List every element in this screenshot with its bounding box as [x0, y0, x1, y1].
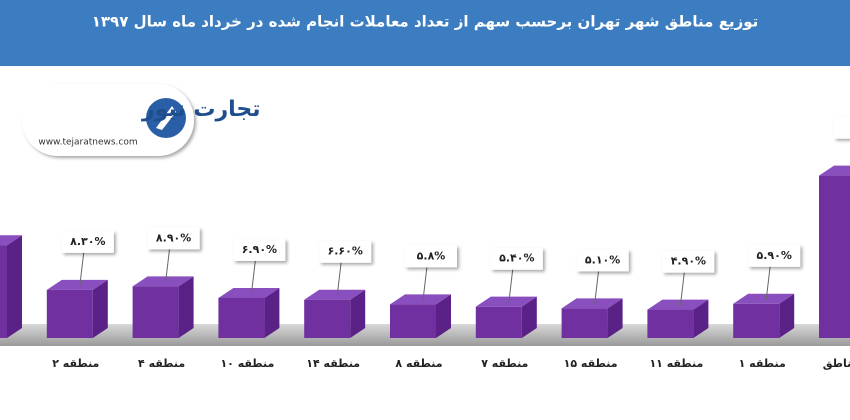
- leader-line: [508, 268, 514, 303]
- value-label-box: [233, 238, 286, 261]
- value-label-box: [61, 230, 114, 253]
- bar: [647, 309, 694, 338]
- bar-side: [693, 299, 709, 338]
- bar: [561, 308, 608, 338]
- bar-top: [647, 299, 709, 310]
- value-label: ۵.۹۰%: [757, 249, 792, 262]
- bar-side: [436, 294, 451, 338]
- logo-icon-mark: [156, 106, 176, 130]
- leader-line: [422, 266, 428, 301]
- x-tick-label: منطقه ۸: [395, 357, 442, 370]
- bar: [304, 299, 351, 338]
- bar-top: [0, 235, 22, 246]
- value-label: ۵.۸%: [417, 249, 446, 262]
- value-label: ۵.۱۰%: [585, 253, 620, 266]
- bar-top: [819, 165, 850, 176]
- leader-line: [250, 259, 256, 295]
- bar-top: [475, 296, 537, 307]
- leader-line: [594, 270, 600, 305]
- header-band: [0, 0, 850, 66]
- bar-top: [218, 287, 280, 298]
- logo: [22, 84, 194, 156]
- x-tick-label: منطقه ۱: [739, 357, 786, 370]
- bar-side: [607, 298, 623, 338]
- logo-text: تجارت نیوز: [141, 97, 261, 122]
- bar-top: [132, 276, 194, 287]
- bar-top: [390, 294, 451, 305]
- value-label-box: [490, 247, 543, 270]
- value-label-box: [662, 250, 715, 273]
- value-label: ۶.۹۰%: [242, 243, 277, 256]
- bar-side: [264, 287, 280, 338]
- value-label: ۶.۶۰%: [328, 245, 363, 258]
- bar-top: [733, 293, 795, 304]
- bar-top: [561, 298, 623, 309]
- leader-line: [165, 248, 171, 283]
- x-tick-label: منطقه ۱۰: [220, 357, 274, 370]
- chart-title: توزیع مناطق شهر تهران برحسب سهم از تعداد…: [92, 13, 759, 31]
- leader-line: [679, 271, 685, 306]
- leader-line: [765, 265, 771, 300]
- bar: [733, 303, 780, 338]
- value-label: ۸.۳۰%: [70, 235, 105, 248]
- value-label-box: [405, 245, 457, 268]
- x-tick-label: منطقه ۲: [52, 357, 99, 370]
- bar: [475, 306, 522, 338]
- bar: [390, 304, 436, 338]
- value-label: ۸.۹۰%: [156, 231, 191, 244]
- value-label-box: [147, 227, 200, 250]
- logo-url: www.tejaratnews.com: [38, 138, 137, 148]
- value-label: ۴.۹۰%: [671, 255, 706, 268]
- bar: [218, 297, 265, 338]
- logo-badge: [22, 84, 194, 156]
- bar-side: [779, 293, 795, 338]
- x-tick-label: منطقه ۷: [481, 357, 528, 370]
- bar-side: [92, 279, 108, 338]
- x-tick-label: منطقه ۱۵: [564, 357, 618, 370]
- x-tick-label: منطقه ۱۱: [649, 357, 703, 370]
- bar: [0, 245, 7, 338]
- bar-top: [304, 289, 366, 300]
- bar-side: [178, 276, 194, 338]
- x-tick-label: منطقه ۱۴: [306, 357, 360, 370]
- value-label-box: [576, 249, 629, 272]
- bar-side: [7, 235, 22, 338]
- bar: [46, 289, 93, 338]
- bar: [819, 175, 850, 338]
- value-label-box: [319, 240, 372, 263]
- bar-side: [521, 296, 537, 338]
- leader-line: [79, 251, 85, 286]
- bar-top: [46, 279, 108, 290]
- bar-side: [350, 289, 366, 338]
- value-label-box: [834, 116, 850, 139]
- value-label: ۵.۴۰%: [499, 252, 534, 265]
- x-tick-label: یر مناطق: [823, 357, 850, 370]
- leader-line: [336, 261, 342, 296]
- value-label-box: [748, 244, 801, 267]
- x-tick-label: منطقه ۴: [138, 357, 185, 370]
- bar: [132, 286, 179, 338]
